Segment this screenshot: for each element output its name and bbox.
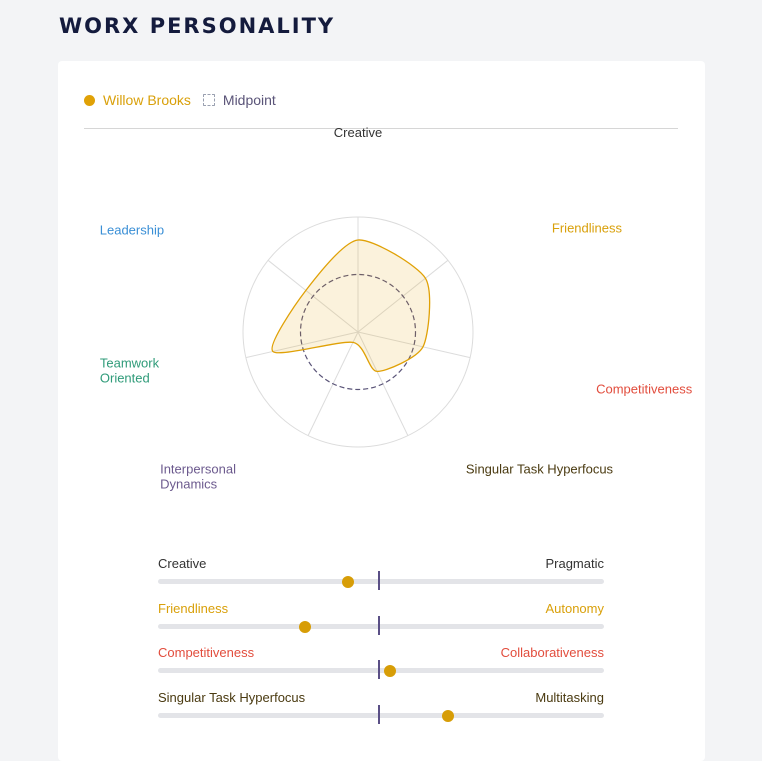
- slider-left-label: Friendliness: [158, 600, 229, 616]
- slider-left-label: Creative: [158, 556, 207, 571]
- radar-axis-label: Friendliness: [552, 220, 623, 235]
- radar-axis-label: Singular Task Hyperfocus: [466, 462, 614, 477]
- divider: [84, 128, 678, 129]
- radar-spoke: [245, 331, 359, 359]
- trait-slider-row: Friendliness Autonomy: [158, 601, 604, 646]
- personality-card: Willow Brooks Midpoint Creative Friendlin…: [58, 61, 705, 761]
- legend-midpoint-label[interactable]: Midpoint: [222, 92, 276, 108]
- person-dot-icon: [84, 94, 95, 106]
- slider-left-label: Competitiveness: [158, 645, 255, 660]
- chart-legend: Willow Brooks Midpoint: [84, 92, 276, 108]
- slider-midpoint-marker: [377, 571, 380, 590]
- radar-axis-label: Interpersonal Dynamics: [160, 462, 236, 492]
- radar-axis-label: Competitiveness: [596, 382, 693, 397]
- slider-right-label: Pragmatic: [545, 556, 604, 571]
- slider-thumb[interactable]: [341, 576, 354, 588]
- slider-midpoint-marker: [377, 660, 380, 679]
- radar-axis-label: Teamwork Oriented: [100, 356, 160, 386]
- slider-track[interactable]: [158, 579, 604, 584]
- slider-track[interactable]: [158, 668, 604, 673]
- slider-thumb[interactable]: [383, 665, 396, 677]
- midpoint-dashed-icon: [202, 94, 215, 106]
- slider-thumb[interactable]: [299, 620, 312, 633]
- trait-slider-row: Singular Task Hyperfocus Multitasking: [158, 690, 604, 735]
- person-series: [271, 239, 431, 373]
- legend-person-name[interactable]: Willow Brooks: [103, 92, 191, 108]
- axis-labels: Creative Friendliness Competitiveness Singu…: [100, 125, 693, 492]
- page-title: WORX PERSONALITY: [59, 14, 336, 38]
- radar-chart: Creative Friendliness Competitiveness Singu…: [100, 125, 693, 492]
- midpoint-ring: [299, 273, 417, 391]
- trait-slider-row: Competitiveness Collaborativeness: [158, 645, 604, 690]
- slider-right-label: Collaborativeness: [500, 645, 604, 660]
- midpoint-series: [299, 273, 417, 391]
- slider-right-label: Multitasking: [535, 689, 604, 705]
- person-series-area: [271, 239, 431, 373]
- slider-track[interactable]: [158, 712, 604, 718]
- radar-axis-label: Leadership: [100, 222, 164, 237]
- slider-midpoint-marker: [377, 615, 380, 635]
- trait-slider-row: Creative Pragmatic: [158, 556, 604, 601]
- trait-sliders: Creative Pragmatic Friendliness Autonomy Com…: [158, 556, 604, 734]
- slider-thumb[interactable]: [441, 709, 454, 722]
- radar-axis-label: Creative: [334, 125, 382, 140]
- slider-left-label: Singular Task Hyperfocus: [158, 689, 306, 705]
- slider-track[interactable]: [158, 623, 604, 629]
- slider-right-label: Autonomy: [545, 600, 604, 616]
- slider-midpoint-marker: [377, 704, 380, 724]
